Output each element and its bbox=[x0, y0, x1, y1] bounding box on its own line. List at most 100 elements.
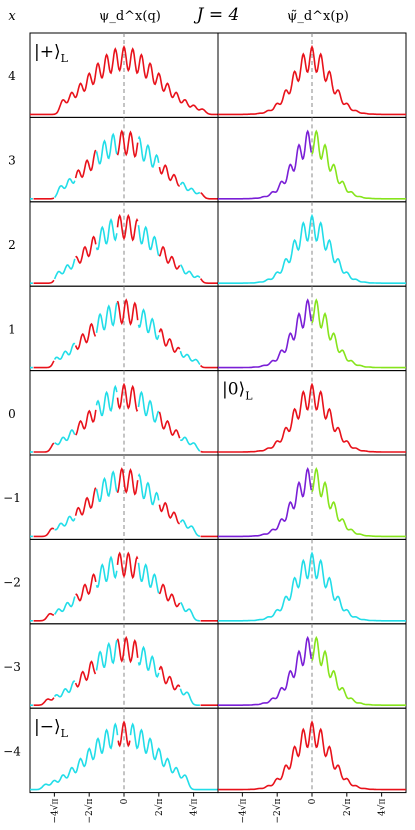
left-panel-title: ψ_d^x(q) bbox=[99, 9, 161, 24]
curve-segment bbox=[158, 665, 181, 691]
row-label: 4 bbox=[8, 69, 16, 83]
curve-segment bbox=[33, 197, 55, 200]
tick-label: 2√π bbox=[154, 799, 165, 816]
curve-segment bbox=[75, 573, 97, 602]
curve-segment bbox=[218, 213, 406, 285]
x-axis-ticks: −4√π −2√π 0 2√π 4√π −4√π −2√π 0 2√π 4√π bbox=[49, 792, 388, 824]
panel-right-row-8 bbox=[217, 707, 407, 794]
curve-segment bbox=[180, 601, 200, 622]
tick-label: −2√π bbox=[272, 799, 283, 824]
tick-label: 2√π bbox=[342, 799, 353, 816]
panel-right-row-2 bbox=[217, 201, 407, 287]
curve-segment bbox=[33, 360, 55, 369]
curve-segment bbox=[74, 660, 97, 688]
curve-segment bbox=[54, 429, 76, 446]
panel-right-row-7 bbox=[217, 623, 407, 709]
curve-segment bbox=[218, 467, 313, 538]
curve-segment bbox=[158, 164, 180, 187]
row-label: −4 bbox=[3, 744, 21, 758]
panel-right-row-5 bbox=[217, 454, 407, 540]
row-label: 0 bbox=[8, 407, 16, 421]
curve-segment bbox=[95, 132, 118, 165]
curve-segment bbox=[200, 450, 218, 453]
tick-label: −4√π bbox=[237, 799, 248, 824]
curve-segment bbox=[129, 722, 218, 791]
curve-segment bbox=[116, 467, 139, 496]
panel-right-row-6 bbox=[217, 538, 407, 625]
curve-segment bbox=[311, 298, 406, 369]
curve-segment bbox=[95, 470, 118, 503]
curve-segment bbox=[158, 501, 180, 525]
curve-segment bbox=[95, 640, 118, 671]
curve-segment bbox=[218, 635, 313, 707]
curve-segment bbox=[158, 411, 181, 439]
curve-segment bbox=[218, 298, 313, 369]
curve-segment bbox=[137, 135, 160, 168]
panel-right-row-0 bbox=[217, 32, 407, 118]
curve-segment bbox=[116, 298, 139, 326]
curve-segment bbox=[137, 562, 160, 594]
panel-left-row-1 bbox=[29, 116, 219, 203]
curve-segment bbox=[158, 245, 181, 270]
curve-segment bbox=[53, 177, 76, 199]
state-annotation: |−⟩L bbox=[34, 717, 69, 740]
panel-left-row-6 bbox=[29, 538, 219, 625]
panel-left-row-4 bbox=[29, 370, 219, 456]
curve-segment bbox=[33, 279, 55, 285]
curve-segment bbox=[137, 473, 160, 506]
curve-segment bbox=[179, 688, 200, 707]
curve-segment bbox=[137, 225, 160, 256]
curve-segment bbox=[33, 527, 55, 538]
curve-segment bbox=[75, 235, 97, 265]
curve-segment bbox=[95, 302, 118, 334]
curve-segment bbox=[95, 217, 118, 251]
curve-segment bbox=[137, 390, 160, 423]
panel-left-row-2 bbox=[29, 201, 219, 287]
curve-segment bbox=[54, 515, 76, 531]
curve-segment bbox=[53, 680, 76, 698]
curve-segment bbox=[33, 697, 55, 707]
curve-segment bbox=[30, 45, 218, 116]
row-labels: 4 3 2 1 0 −1 −2 −3 −4 bbox=[3, 69, 21, 758]
row-label: −2 bbox=[3, 576, 21, 590]
curve-segment bbox=[158, 583, 181, 608]
curve-segment bbox=[218, 720, 406, 791]
curve-segment bbox=[180, 264, 201, 279]
curve-segment bbox=[137, 308, 160, 341]
curve-segment bbox=[218, 129, 313, 200]
curve-segment bbox=[74, 322, 97, 351]
curve-segment bbox=[116, 382, 139, 412]
row-axis-label: x bbox=[8, 9, 16, 24]
curve-segment bbox=[199, 278, 218, 285]
curve-segment bbox=[179, 436, 201, 452]
tick-label: 0 bbox=[120, 798, 130, 804]
curve-segment bbox=[200, 192, 218, 200]
curve-segment bbox=[179, 350, 201, 366]
curve-segment bbox=[218, 551, 406, 622]
row-label: 1 bbox=[8, 322, 16, 336]
state-annotation: |+⟩L bbox=[34, 42, 69, 65]
curve-segment bbox=[95, 555, 118, 588]
curve-segment bbox=[53, 596, 76, 615]
row-label: 2 bbox=[8, 238, 16, 252]
curve-segment bbox=[117, 720, 131, 748]
curve-segment bbox=[311, 129, 406, 200]
curve-segment bbox=[116, 635, 139, 664]
curve-segment bbox=[218, 44, 406, 116]
panel-right-row-3 bbox=[217, 285, 407, 372]
curve-segment bbox=[311, 635, 406, 707]
panel-right-row-4 bbox=[217, 370, 407, 456]
curve-segment bbox=[33, 442, 55, 453]
curve-segment bbox=[33, 612, 54, 622]
curve-segment bbox=[75, 409, 97, 436]
curve-segment bbox=[218, 382, 406, 453]
row-label: 3 bbox=[8, 154, 16, 168]
row-label: −3 bbox=[3, 660, 21, 674]
tick-label: 4√π bbox=[189, 799, 200, 816]
curve-segment bbox=[53, 258, 76, 280]
tick-label: 4√π bbox=[377, 799, 388, 816]
curve-segment bbox=[158, 327, 181, 353]
panel-left-row-3 bbox=[29, 285, 219, 372]
curve-segment bbox=[30, 722, 119, 791]
tick-label: −4√π bbox=[49, 799, 60, 824]
